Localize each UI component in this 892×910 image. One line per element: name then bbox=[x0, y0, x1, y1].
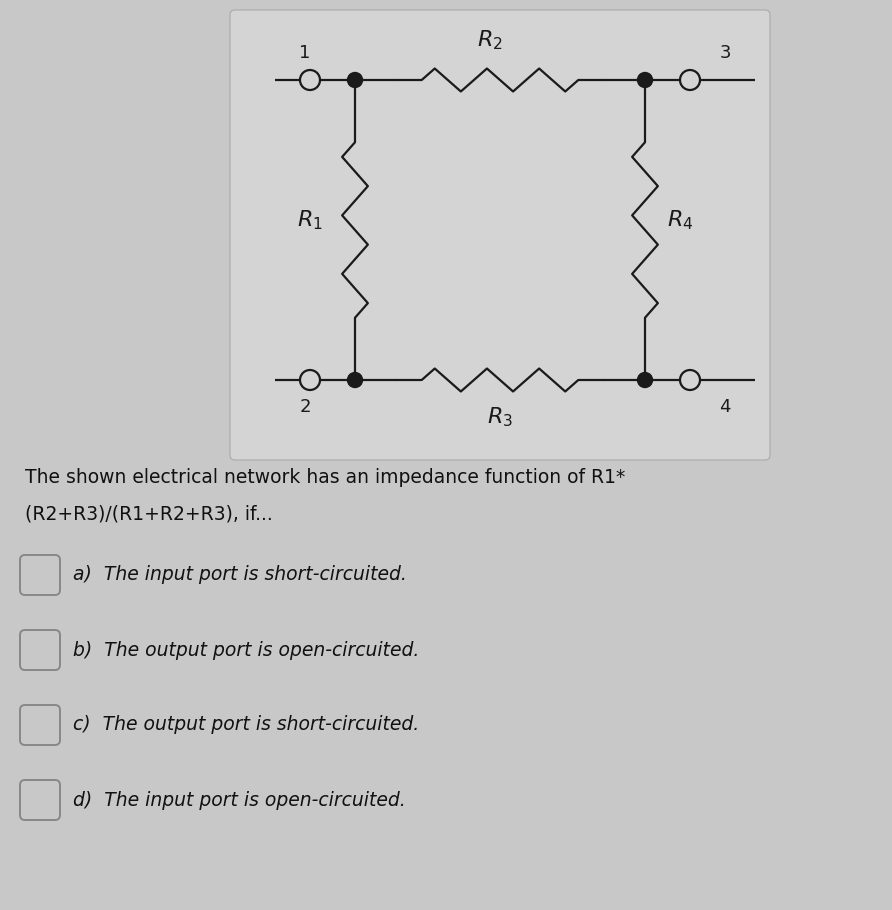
Text: 2: 2 bbox=[299, 398, 310, 416]
Circle shape bbox=[348, 73, 362, 87]
Text: $R_2$: $R_2$ bbox=[477, 28, 503, 52]
Circle shape bbox=[680, 70, 700, 90]
FancyBboxPatch shape bbox=[20, 555, 60, 595]
FancyBboxPatch shape bbox=[20, 630, 60, 670]
Circle shape bbox=[300, 370, 320, 390]
Text: a)  The input port is short-circuited.: a) The input port is short-circuited. bbox=[73, 565, 407, 584]
FancyBboxPatch shape bbox=[20, 780, 60, 820]
Text: (R2+R3)/(R1+R2+R3), if...: (R2+R3)/(R1+R2+R3), if... bbox=[25, 505, 273, 524]
Text: d)  The input port is open-circuited.: d) The input port is open-circuited. bbox=[73, 791, 406, 810]
Circle shape bbox=[638, 372, 653, 388]
Circle shape bbox=[348, 372, 362, 388]
Text: The shown electrical network has an impedance function of R1*: The shown electrical network has an impe… bbox=[25, 468, 625, 487]
Text: $R_1$: $R_1$ bbox=[297, 208, 323, 232]
Text: 4: 4 bbox=[719, 398, 731, 416]
FancyBboxPatch shape bbox=[230, 10, 770, 460]
Circle shape bbox=[680, 370, 700, 390]
Text: $R_4$: $R_4$ bbox=[667, 208, 693, 232]
Text: 1: 1 bbox=[300, 44, 310, 62]
Text: 3: 3 bbox=[719, 44, 731, 62]
Text: $R_3$: $R_3$ bbox=[487, 405, 513, 429]
Text: b)  The output port is open-circuited.: b) The output port is open-circuited. bbox=[73, 641, 419, 660]
Text: c)  The output port is short-circuited.: c) The output port is short-circuited. bbox=[73, 715, 419, 734]
FancyBboxPatch shape bbox=[20, 705, 60, 745]
Circle shape bbox=[300, 70, 320, 90]
Circle shape bbox=[638, 73, 653, 87]
